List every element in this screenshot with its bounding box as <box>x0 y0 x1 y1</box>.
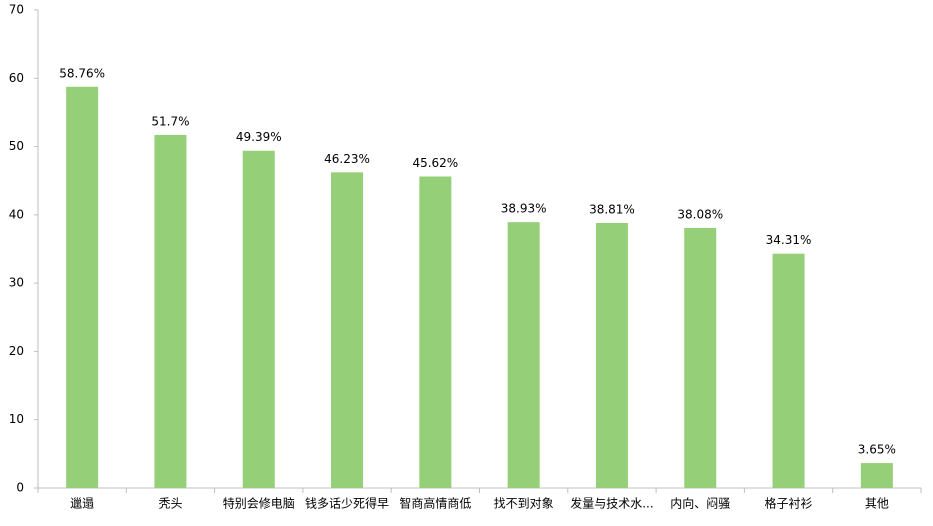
bar <box>331 172 364 489</box>
y-tick-label: 30 <box>9 276 24 290</box>
x-tick-label: 秃头 <box>158 497 182 511</box>
value-label: 3.65% <box>858 443 896 457</box>
bar <box>419 176 452 488</box>
value-label: 58.76% <box>59 66 105 80</box>
x-tick-label: 特别会修电脑 <box>223 496 295 511</box>
y-tick-label: 20 <box>9 344 24 358</box>
bar <box>242 150 275 488</box>
y-tick-label: 0 <box>16 481 24 495</box>
x-tick-label: 内向、闷骚 <box>670 496 730 511</box>
value-label: 34.31% <box>766 233 812 247</box>
bar <box>507 222 540 489</box>
y-tick-label: 40 <box>9 207 24 221</box>
y-tick-label: 60 <box>9 71 24 85</box>
y-tick-label: 50 <box>9 139 24 153</box>
bar <box>684 227 717 488</box>
bar <box>772 253 805 488</box>
bar <box>595 222 628 488</box>
value-label: 38.08% <box>677 207 723 221</box>
value-label: 38.81% <box>589 202 635 216</box>
bar <box>154 134 187 488</box>
value-label: 51.7% <box>151 114 189 128</box>
x-tick-label: 钱多话少死得早 <box>305 496 389 511</box>
x-tick-label: 发量与技术水... <box>570 496 653 511</box>
x-tick-label: 智商高情商低 <box>399 496 471 511</box>
value-label: 46.23% <box>324 152 370 166</box>
x-tick-label: 格子衬衫 <box>765 496 813 511</box>
x-tick-label: 邋遢 <box>70 497 94 511</box>
bar <box>66 86 99 488</box>
value-label: 38.93% <box>501 202 547 216</box>
bar <box>860 463 893 488</box>
value-label: 49.39% <box>236 130 282 144</box>
y-tick-label: 10 <box>9 412 24 426</box>
y-tick-label: 70 <box>9 3 24 17</box>
value-label: 45.62% <box>412 156 458 170</box>
x-tick-label: 找不到对象 <box>494 497 554 511</box>
x-tick-label: 其他 <box>865 497 889 511</box>
